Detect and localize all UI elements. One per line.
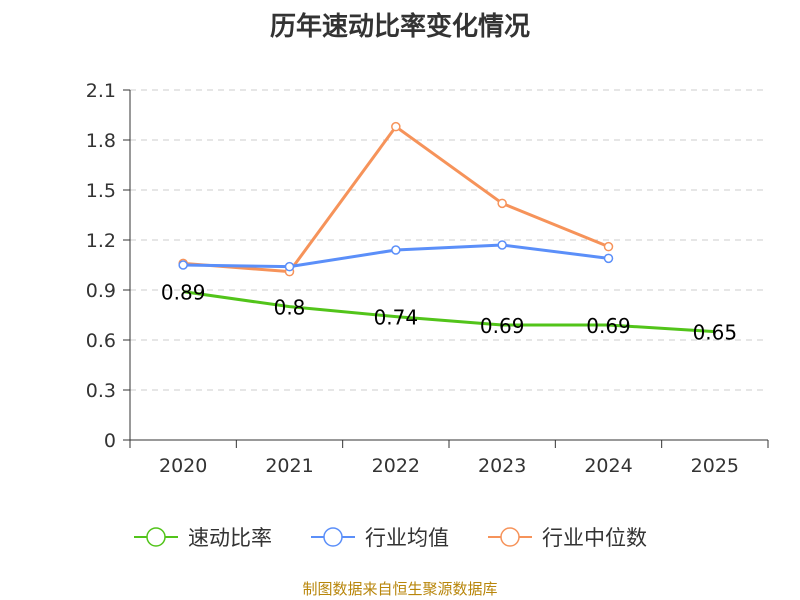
legend-marker [323,527,343,547]
x-tick-label: 2021 [265,455,313,477]
axes: 0 0.3 0.6 0.9 1.2 1.5 1.8 2.1 2020 2021 2022 2023 20… [86,80,769,477]
source-note: 制图数据来自恒生聚源数据库 [302,580,498,598]
data-point [284,261,295,272]
y-tick-label: 0.6 [86,330,116,352]
x-tick-label: 2022 [372,455,420,477]
chart-title: 历年速动比率变化情况 [269,12,530,42]
y-tick-label: 1.5 [86,180,116,202]
data-label: 0.65 [693,321,738,345]
series-lines [178,121,715,334]
data-label: 0.89 [161,281,206,305]
data-point [391,245,401,255]
data-point [391,121,401,132]
legend-label: 行业均值 [365,526,449,550]
x-tick-label: 2023 [478,455,526,477]
data-label: 0.69 [480,314,525,338]
y-tick-label: 1.2 [86,230,116,252]
legend: 速动比率 行业均值 行业中位数 [134,526,647,550]
data-point [603,253,614,264]
x-tick-label: 2024 [584,455,632,477]
data-point [603,241,614,252]
data-label: 0.8 [274,296,306,320]
legend-marker [500,527,520,547]
data-point [497,198,507,209]
data-label: 0.69 [586,314,631,338]
data-point [497,240,507,250]
data-point [178,260,188,270]
data-label: 0.74 [374,306,419,330]
legend-marker [146,527,166,547]
x-tick-label: 2020 [159,455,207,477]
y-tick-label: 0.9 [86,280,116,302]
data-labels: 0.89 0.8 0.74 0.69 0.69 0.65 [161,281,737,345]
legend-label: 行业中位数 [542,526,647,550]
x-tick-label: 2025 [691,455,739,477]
y-tick-label: 1.8 [86,130,116,152]
legend-label: 速动比率 [188,526,272,550]
y-tick-label: 0.3 [86,380,116,402]
series-line-0 [182,290,715,334]
y-tick-label: 2.1 [86,80,116,102]
grid-lines [130,89,768,391]
y-tick-label: 0 [104,430,116,452]
